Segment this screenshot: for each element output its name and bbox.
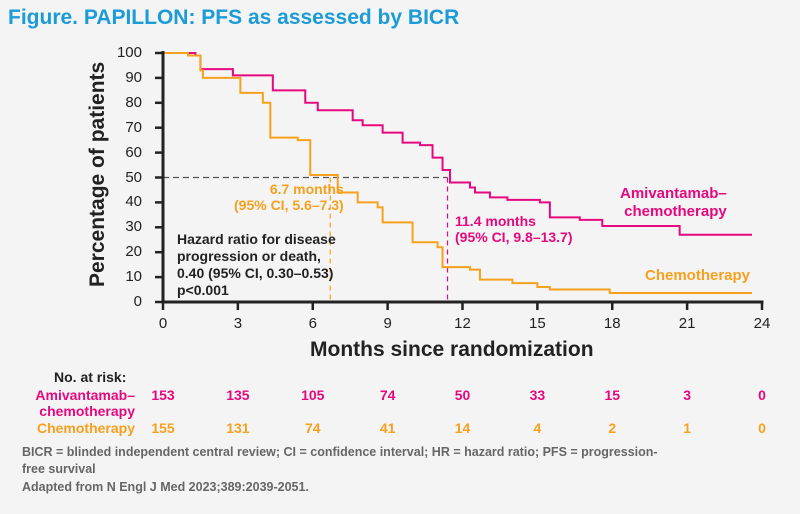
risk-value: 41 [379,420,396,436]
risk-row-label-ami: Amivantamab– chemotherapy [22,387,135,419]
risk-value: 2 [608,420,617,436]
x-axis-title: Months since randomization [310,338,594,361]
chemo-median: 6.7 months [269,181,344,197]
ami-legend-label: Amivantamab– chemotherapy [620,185,727,221]
risk-value: 33 [529,387,546,403]
x-tick-label: 0 [158,315,168,332]
km-curve-amivantamab [163,52,753,236]
risk-value: 15 [604,387,621,403]
risk-value: 74 [379,387,396,403]
x-tick-label: 12 [454,315,471,332]
chemo-median-annotation: 6.7 months (95% CI, 5.6–7.3) [234,181,344,213]
y-tick-label: 90 [125,68,142,86]
footnote: BICR = blinded independent central revie… [22,445,658,459]
y-tick-label: 100 [116,44,142,61]
chemo-legend-label: Chemotherapy [645,267,751,284]
x-tick-label: 21 [678,315,696,332]
risk-value: 0 [758,387,766,403]
y-tick-label: 40 [125,193,142,211]
y-tick-label: 20 [125,243,142,261]
hr-line: progression or death, [177,248,321,264]
y-tick-label: 0 [133,293,142,310]
risk-value: 4 [533,420,542,436]
legend-line: Amivantamab– [620,185,727,202]
ami-median: 11.4 months [455,213,536,229]
x-tick-label: 24 [753,315,771,332]
hazard-ratio-annotation: Hazard ratio for disease progression or … [177,231,336,299]
risk-value: 0 [758,420,766,436]
y-tick-label: 70 [125,118,142,136]
ami-median-annotation: 11.4 months (95% CI, 9.8–13.7) [455,213,573,245]
risk-row-label-chemo: Chemotherapy [36,420,135,436]
km-curve-chemotherapy [163,52,753,295]
x-tick-label: 18 [603,315,621,332]
y-tick-label: 80 [125,93,142,111]
y-tick-label: 50 [125,168,142,186]
label-line: chemotherapy [39,403,135,419]
y-tick-label: 10 [125,268,142,286]
risk-value: 50 [454,387,471,403]
risk-value: 14 [454,420,471,436]
legend-line: chemotherapy [624,203,727,220]
risk-value: 74 [304,420,321,436]
risk-value: 131 [226,420,250,436]
x-tick-label: 15 [529,315,546,332]
x-tick-label: 6 [308,315,317,332]
x-tick-label: 9 [383,315,392,332]
chemo-median-ci: (95% CI, 5.6–7.3) [234,197,344,213]
hr-line: Hazard ratio for disease [177,231,336,247]
y-tick-label: 60 [125,143,142,161]
hr-line: 0.40 (95% CI, 0.30–0.53) [177,265,334,281]
x-tick-label: 3 [233,315,243,332]
label-line: Amivantamab– [35,387,135,403]
risk-value: 153 [151,387,175,403]
ami-median-ci: (95% CI, 9.8–13.7) [455,229,573,245]
risk-value: 135 [226,387,250,403]
hr-line: p<0.001 [177,282,229,298]
risk-value: 105 [301,387,325,403]
figure-title: Figure. PAPILLON: PFS as assessed by BIC… [8,6,460,29]
y-tick-label: 30 [125,218,142,236]
risk-value: 155 [151,420,175,436]
footnote-source: Adapted from N Engl J Med 2023;389:2039-… [22,480,309,494]
risk-value: 1 [683,420,692,436]
footnote: free survival [22,462,96,476]
risk-table-header: No. at risk: [54,369,127,385]
risk-value: 3 [683,387,692,403]
